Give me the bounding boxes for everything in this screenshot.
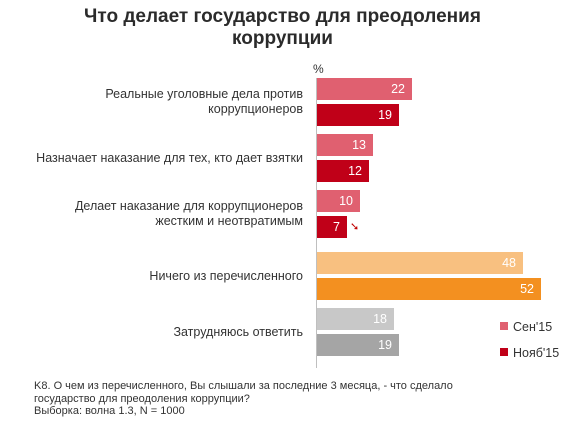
category-label-5: Затрудняюсь ответить bbox=[3, 325, 303, 340]
data-label-sep-2: 13 bbox=[352, 138, 366, 152]
data-label-nov-1: 19 bbox=[378, 108, 392, 122]
legend-label-nov: Нояб'15 bbox=[513, 346, 560, 360]
data-label-nov-3: 7 bbox=[333, 220, 340, 234]
bar-sep-2 bbox=[317, 134, 373, 156]
change-down-arrow-icon: ➘ bbox=[350, 221, 360, 233]
bar-sep-4 bbox=[317, 252, 523, 274]
legend-label-sep: Сен'15 bbox=[513, 320, 553, 334]
legend-item-nov: Нояб'15 bbox=[500, 346, 559, 360]
category-label-2-line-1: Назначает наказание для тех, кто дает вз… bbox=[36, 150, 303, 165]
chart-title: Что делает государство для преодоления к… bbox=[0, 6, 565, 50]
legend-item-sep: Сен'15 bbox=[500, 320, 552, 334]
chart-title-line-2: коррупции bbox=[232, 28, 333, 49]
category-label-3: Делает наказание для коррупционеров жестк… bbox=[3, 199, 303, 229]
category-label-3-line-2: жестким и неотвратимым bbox=[155, 214, 303, 228]
data-label-sep-3: 10 bbox=[339, 194, 353, 208]
data-label-sep-4: 48 bbox=[502, 256, 516, 270]
data-label-sep-5: 18 bbox=[373, 312, 387, 326]
legend-swatch-nov bbox=[500, 348, 508, 356]
data-label-nov-5: 19 bbox=[378, 338, 392, 352]
category-label-2: Назначает наказание для тех, кто дает вз… bbox=[3, 151, 303, 166]
footnote: K8. О чем из перечисленного, Вы слышали … bbox=[34, 380, 554, 418]
category-label-1-line-2: коррупционеров bbox=[208, 102, 303, 116]
bar-nov-3 bbox=[317, 216, 347, 238]
footnote-question-line-1: K8. О чем из перечисленного, Вы слышали … bbox=[34, 380, 453, 392]
data-label-sep-1: 22 bbox=[391, 82, 405, 96]
bar-nov-4 bbox=[317, 278, 541, 300]
legend-swatch-sep bbox=[500, 322, 508, 330]
category-label-4: Ничего из перечисленного bbox=[3, 269, 303, 284]
bar-nov-1 bbox=[317, 104, 399, 126]
category-label-3-line-1: Делает наказание для коррупционеров bbox=[74, 199, 303, 213]
bar-nov-2 bbox=[317, 160, 369, 182]
data-label-nov-2: 12 bbox=[348, 164, 362, 178]
value-axis-line bbox=[316, 78, 317, 368]
category-label-1: Реальные уголовные дела против коррупцион… bbox=[3, 87, 303, 117]
category-label-1-line-1: Реальные уголовные дела против bbox=[105, 87, 303, 101]
footnote-question-line-2: государство для преодоления коррупции? bbox=[34, 392, 250, 405]
category-label-5-line-1: Затрудняюсь ответить bbox=[173, 324, 303, 339]
unit-label: % bbox=[313, 62, 324, 76]
bar-sep-3 bbox=[317, 190, 360, 212]
bar-sep-1 bbox=[317, 78, 412, 100]
chart-title-line-1: Что делает государство для преодоления bbox=[84, 6, 481, 27]
bar-nov-5 bbox=[317, 334, 399, 356]
data-label-nov-4: 52 bbox=[520, 282, 534, 296]
bar-sep-5 bbox=[317, 308, 394, 330]
category-label-4-line-1: Ничего из перечисленного bbox=[149, 268, 303, 283]
footnote-sample: Выборка: волна 1.3, N = 1000 bbox=[34, 405, 185, 417]
